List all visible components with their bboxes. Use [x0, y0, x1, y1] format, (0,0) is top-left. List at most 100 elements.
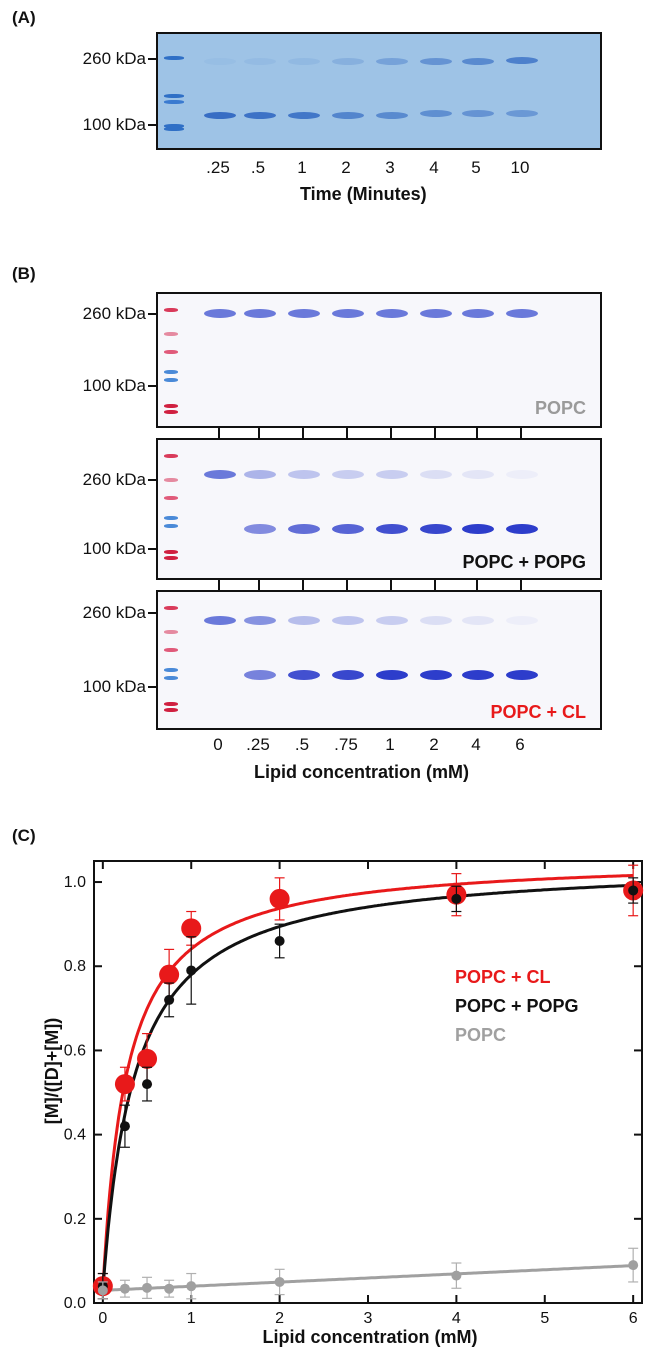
- gel-connector-tick: [302, 428, 304, 438]
- gel3-marker-high: 260 kDa: [82, 603, 146, 622]
- band-monomer: [420, 110, 452, 117]
- y-tick-label: 0.4: [64, 1127, 86, 1144]
- band-dimer: [506, 309, 538, 318]
- band-dimer: [244, 470, 276, 479]
- gel-connector-tick: [258, 580, 260, 590]
- ladder-band: [164, 350, 178, 354]
- x-tick-label: 4: [452, 1310, 461, 1327]
- gel-tag-popc-cl: POPC + CL: [490, 702, 586, 722]
- panel-b-lane-label: .5: [294, 735, 310, 754]
- ladder-band: [164, 378, 178, 382]
- band-dimer: [462, 309, 494, 318]
- band-dimer: [244, 309, 276, 318]
- data-point-popc-cl: [114, 1074, 135, 1095]
- panel-a-lane-label: 3: [385, 158, 395, 177]
- ladder-band: [164, 410, 178, 414]
- gel-connector-tick: [346, 428, 348, 438]
- gel-connector-tick: [346, 580, 348, 590]
- gel-connector-tick: [218, 580, 220, 590]
- band-dimer: [288, 616, 320, 625]
- ladder-band: [164, 308, 178, 312]
- panel-a-lane-label: 4: [429, 158, 439, 177]
- band-dimer: [288, 309, 320, 318]
- ladder-band: [164, 702, 178, 706]
- x-tick-label: 5: [540, 1310, 549, 1327]
- y-tick-label: 0.2: [64, 1211, 86, 1228]
- band-monomer: [376, 670, 408, 680]
- gel3-marker-low: 100 kDa: [82, 677, 146, 696]
- ladder-band: [164, 332, 178, 336]
- band-dimer: [462, 58, 494, 65]
- ladder-band: [164, 100, 184, 104]
- panel-a-label: (A): [12, 8, 36, 27]
- band-monomer: [462, 110, 494, 117]
- gel-popc-popg: [156, 438, 602, 580]
- gel-tag-popc-popg: POPC + POPG: [462, 552, 586, 572]
- panel-a-lane-label: 1: [297, 158, 307, 177]
- gel-popc-cl: [156, 590, 602, 730]
- ladder-band: [164, 668, 178, 672]
- panel-a-lane-label: .5: [250, 158, 266, 177]
- data-point-popc: [274, 1276, 285, 1287]
- band-dimer: [462, 470, 494, 479]
- ladder-band: [164, 630, 178, 634]
- gel2-marker-high: 260 kDa: [82, 470, 146, 489]
- legend-entry: POPC + POPG: [455, 996, 579, 1016]
- gel-connector-tick: [476, 428, 478, 438]
- ladder-band: [164, 127, 184, 131]
- band-dimer: [506, 470, 538, 479]
- data-point-popc: [451, 1270, 462, 1281]
- ladder-band: [164, 606, 178, 610]
- panel-b-lane-label: 4: [471, 735, 481, 754]
- panel-b-lane-label: 1: [385, 735, 395, 754]
- binding-curve-chart: 0 1 2 3 4 5 60.00.20.40.60.81.0 POPC + CLPOPC …: [42, 860, 644, 1347]
- gel-tag-popc: POPC: [534, 398, 586, 418]
- panel-b-label: (B): [12, 264, 36, 283]
- panel-a-xlabel: Time (Minutes): [300, 184, 427, 204]
- chart-axes: 0 1 2 3 4 5 6 0.0 0.2 0.4 0.6 0.8 1.0: [64, 860, 643, 1327]
- band-monomer: [244, 524, 276, 534]
- gel-connector-tick: [520, 428, 522, 438]
- ladder-band: [164, 550, 178, 554]
- gel2-tick-high: [148, 479, 158, 481]
- data-point-popc-popg: [451, 893, 462, 904]
- y-tick-label: 0.6: [64, 1042, 86, 1059]
- band-monomer: [506, 670, 538, 680]
- data-point-popc: [142, 1282, 153, 1293]
- ladder-band: [164, 708, 178, 712]
- gel1-marker-low: 100 kDa: [82, 376, 146, 395]
- gel-connector-tick: [434, 580, 436, 590]
- band-monomer: [244, 670, 276, 680]
- band-dimer: [332, 616, 364, 625]
- panel-a-marker-low: 100 kDa: [82, 115, 146, 134]
- band-dimer: [204, 470, 236, 479]
- band-monomer: [462, 524, 494, 534]
- x-tick-label: 1: [187, 1310, 196, 1327]
- ladder-band: [164, 556, 178, 560]
- plot-frame: [93, 860, 643, 1304]
- data-point-popc-cl: [137, 1048, 158, 1069]
- gel3-tick-high: [148, 612, 158, 614]
- panel-b-lane-label: 2: [429, 735, 439, 754]
- gel-connector-tick: [390, 428, 392, 438]
- data-point-popc: [119, 1283, 130, 1294]
- band-dimer: [420, 616, 452, 625]
- gel-connector-tick: [258, 428, 260, 438]
- band-monomer: [288, 524, 320, 534]
- band-monomer: [288, 112, 320, 119]
- panel-a-tick-low: [148, 124, 158, 126]
- band-dimer: [288, 58, 320, 65]
- panel-a-lane-label: .25: [206, 158, 230, 177]
- band-monomer: [204, 112, 236, 119]
- chart-fit-curves: [101, 874, 634, 1292]
- data-point-popc-popg: [119, 1121, 130, 1132]
- legend-entry: POPC + CL: [455, 967, 551, 987]
- panel-b-xlabel: Lipid concentration (mM): [254, 762, 469, 782]
- band-dimer: [204, 58, 236, 65]
- chart-legend: POPC + CL POPC + POPG POPC: [455, 967, 579, 1045]
- panel-a-lane-label: 5: [471, 158, 481, 177]
- band-monomer: [506, 524, 538, 534]
- band-dimer: [244, 616, 276, 625]
- data-point-popc-popg: [186, 965, 197, 976]
- ladder-band: [164, 56, 184, 60]
